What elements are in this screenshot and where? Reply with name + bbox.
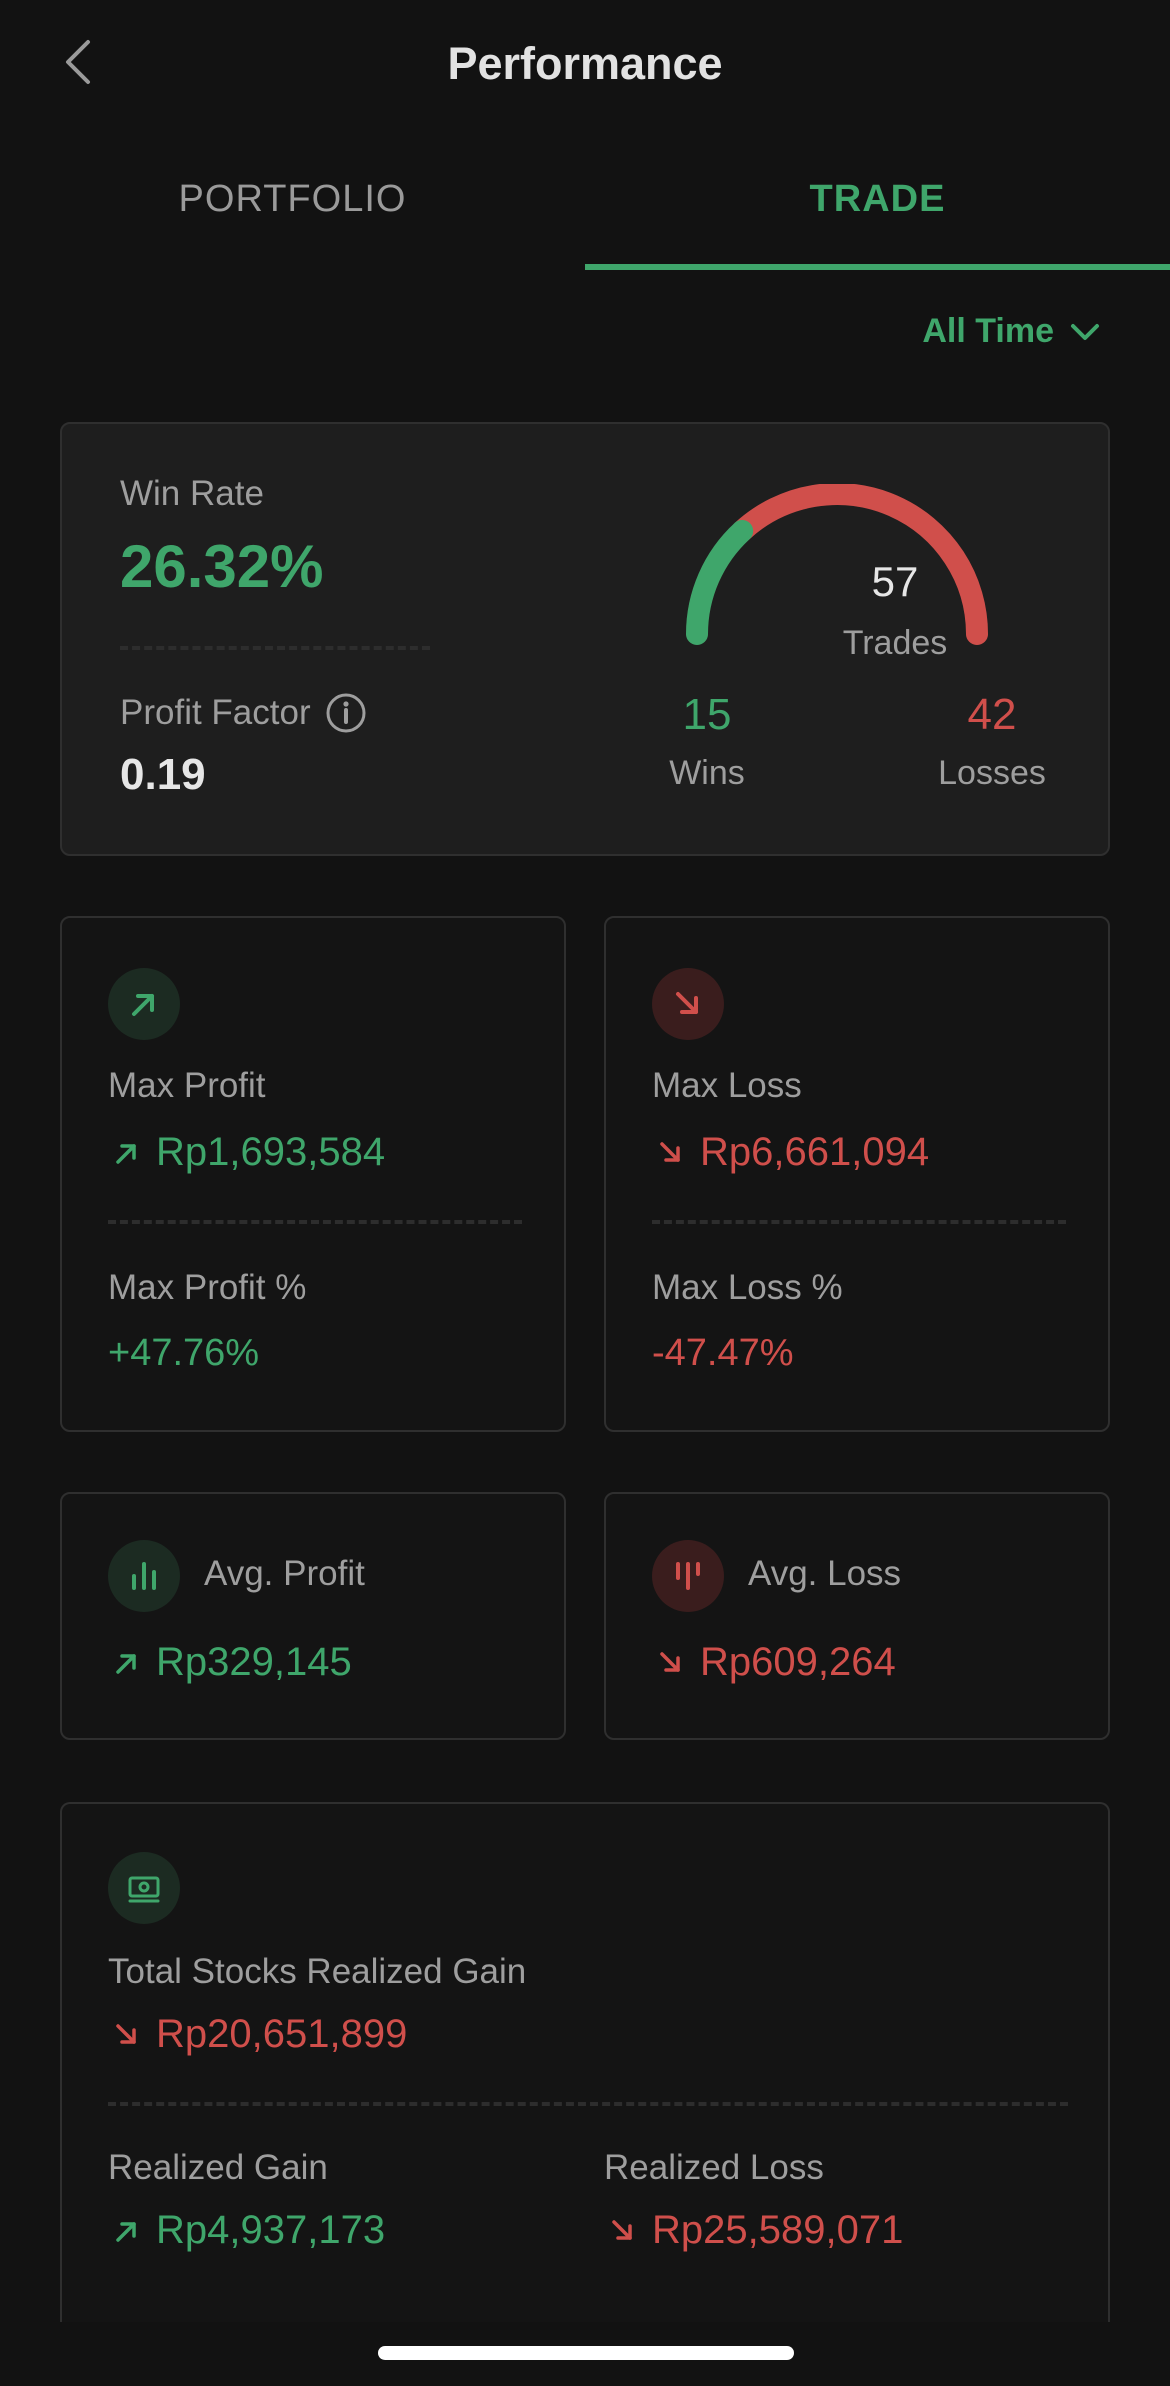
gauge-loss-arc [731, 484, 988, 645]
max-loss-pct-value: -47.47% [652, 1332, 794, 1374]
trades-label: Trades [842, 624, 948, 662]
avg-profit-value-row: Rp329,145 [112, 1640, 352, 1685]
divider [108, 2102, 1068, 2106]
max-loss-card: Max Loss Rp6,661,094 Max Loss % -47.47% [604, 916, 1110, 1432]
arrow-down-right-icon [116, 2023, 136, 2044]
avg-loss-card: Avg. Loss Rp609,264 [604, 1492, 1110, 1740]
losses-count: 42 [967, 690, 1017, 739]
banknote-icon [128, 1876, 160, 1903]
time-filter-label: All Time [922, 312, 1054, 350]
avg-loss-label: Avg. Loss [748, 1554, 902, 1593]
realized-gain-card: Total Stocks Realized Gain Rp20,651,899 … [60, 1802, 1110, 2322]
bar-chart-down-icon [676, 1562, 700, 1590]
max-profit-pct-value: +47.76% [108, 1332, 260, 1374]
total-realized-gain-label: Total Stocks Realized Gain [108, 1952, 527, 1991]
tab-bar: PORTFOLIO TRADE [0, 160, 1170, 272]
avg-loss-value: Rp609,264 [700, 1640, 896, 1684]
avg-loss-badge [652, 1540, 724, 1612]
total-realized-gain-value-row: Rp20,651,899 [112, 2012, 407, 2057]
win-loss-gauge [686, 484, 988, 645]
realized-gain-label: Realized Gain [108, 2148, 328, 2187]
divider [652, 1220, 1066, 1224]
chevron-left-icon [66, 40, 90, 84]
max-profit-card: Max Profit Rp1,693,584 Max Profit % +47.… [60, 916, 566, 1432]
win-rate-value: 26.32% [120, 533, 324, 600]
avg-profit-value: Rp329,145 [156, 1640, 352, 1684]
wins-count: 15 [682, 690, 732, 739]
realized-loss-value-row: Rp25,589,071 [608, 2208, 903, 2253]
max-loss-pct-label: Max Loss % [652, 1268, 843, 1307]
arrow-down-right-icon [676, 992, 698, 1014]
realized-loss-value: Rp25,589,071 [652, 2208, 904, 2252]
divider [120, 646, 430, 650]
arrow-up-right-icon [116, 1143, 136, 1164]
profit-factor-label-row: Profit Factor [120, 692, 367, 734]
losses-label: Losses [938, 754, 1046, 792]
arrow-up-right-icon [116, 2221, 136, 2242]
avg-profit-card: Avg. Profit Rp329,145 [60, 1492, 566, 1740]
max-loss-value: Rp6,661,094 [700, 1130, 930, 1174]
max-profit-value-row: Rp1,693,584 [112, 1130, 385, 1175]
max-loss-value-row: Rp6,661,094 [656, 1130, 929, 1175]
page-title: Performance [447, 38, 723, 89]
arrow-down-right-icon [612, 2219, 632, 2240]
active-tab-indicator [585, 264, 1170, 270]
wins-label: Wins [669, 754, 745, 792]
profit-factor-value: 0.19 [120, 750, 206, 799]
divider [108, 1220, 522, 1224]
arrow-up-right-icon [116, 1653, 136, 1674]
realized-gain-value-row: Rp4,937,173 [112, 2208, 385, 2253]
tab-trade[interactable]: TRADE [809, 178, 946, 220]
max-profit-badge [108, 968, 180, 1040]
back-button[interactable] [58, 34, 106, 90]
header: Performance [0, 0, 1170, 130]
info-icon[interactable] [325, 692, 367, 734]
win-rate-card: Win Rate 26.32% Profit Factor 0.19 57 Tr… [60, 422, 1110, 856]
arrow-down-right-icon [660, 1651, 680, 1672]
win-rate-label: Win Rate [120, 474, 264, 513]
total-realized-gain-value: Rp20,651,899 [156, 2012, 408, 2056]
max-profit-value: Rp1,693,584 [156, 1130, 386, 1174]
avg-profit-badge [108, 1540, 180, 1612]
max-profit-label: Max Profit [108, 1066, 266, 1105]
arrow-up-right-icon [132, 994, 154, 1016]
gauge-win-arc [686, 520, 754, 645]
tab-portfolio[interactable]: PORTFOLIO [178, 178, 407, 220]
trades-count: 57 [871, 558, 919, 605]
profit-factor-label: Profit Factor [120, 693, 311, 732]
home-indicator [378, 2346, 794, 2360]
arrow-down-right-icon [660, 1141, 680, 1162]
avg-profit-label: Avg. Profit [204, 1554, 365, 1593]
realized-gain-value: Rp4,937,173 [156, 2208, 386, 2252]
bar-chart-icon [132, 1562, 156, 1590]
max-profit-pct-label: Max Profit % [108, 1268, 307, 1307]
max-loss-label: Max Loss [652, 1066, 802, 1105]
chevron-down-icon [1071, 323, 1099, 340]
time-filter-dropdown[interactable]: All Time [922, 312, 1102, 351]
realized-gain-badge [108, 1852, 180, 1924]
max-loss-badge [652, 968, 724, 1040]
avg-loss-value-row: Rp609,264 [656, 1640, 896, 1685]
realized-loss-label: Realized Loss [604, 2148, 824, 2187]
